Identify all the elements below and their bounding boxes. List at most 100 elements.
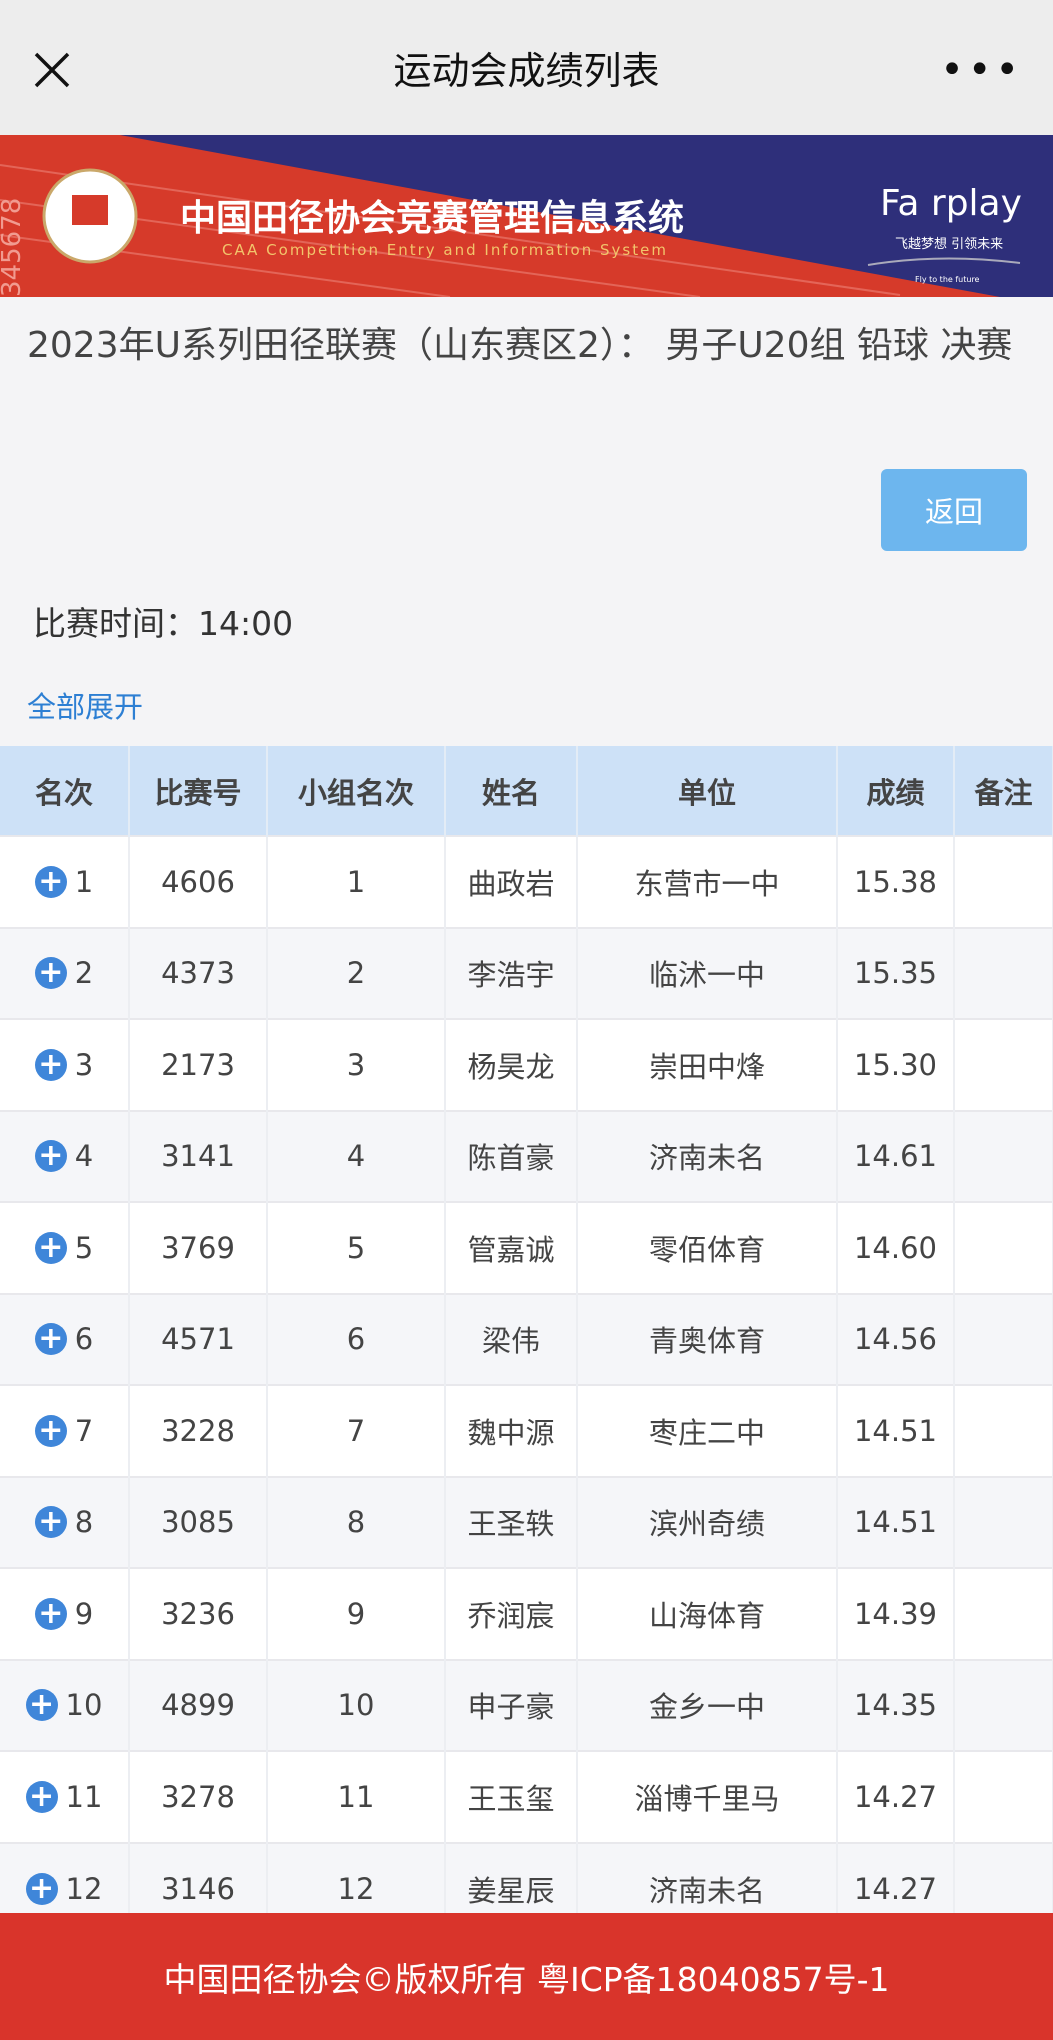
rank-cell: +7 <box>0 1384 130 1477</box>
name-cell: 杨昊龙 <box>445 1018 578 1111</box>
rank-cell: +10 <box>0 1658 130 1751</box>
group-rank-cell: 5 <box>267 1201 446 1294</box>
note-cell <box>954 1475 1053 1568</box>
table-header: 名次 比赛号 小组名次 姓名 单位 成绩 备注 <box>0 746 1053 836</box>
banner: 345678 中国田径协会竞赛管理信息系统 CAA Competition En… <box>0 135 1053 297</box>
table-row: +2 4373 2 李浩宇 临沭一中 15.35 <box>0 926 1053 1019</box>
result-cell: 14.35 <box>837 1658 955 1751</box>
unit-cell: 济南未名 <box>577 1109 838 1202</box>
main-content: 2023年U系列田径联赛（山东赛区2）： 男子U20组 铅球 决赛 返回 比赛时… <box>0 297 1053 1934</box>
result-cell: 14.56 <box>837 1292 955 1385</box>
time-value: 14:00 <box>198 604 294 643</box>
table-row: +3 2173 3 杨昊龙 崇田中烽 15.30 <box>0 1018 1053 1111</box>
rank-cell: +4 <box>0 1109 130 1202</box>
expand-plus-icon[interactable]: + <box>34 1597 67 1630</box>
unit-cell: 金乡一中 <box>577 1658 838 1751</box>
name-cell: 王圣轶 <box>445 1475 578 1568</box>
slogan-en: Fly to the future <box>915 275 980 284</box>
expand-plus-icon[interactable]: + <box>34 1414 67 1447</box>
bib-cell: 2173 <box>129 1018 268 1111</box>
header-bib: 比赛号 <box>129 746 268 836</box>
time-label: 比赛时间： <box>33 604 198 643</box>
rank: 4 <box>74 1139 94 1174</box>
bib-cell: 3085 <box>129 1475 268 1568</box>
result-cell: 15.38 <box>837 835 955 928</box>
expand-plus-icon[interactable]: + <box>34 865 67 898</box>
group-rank-cell: 2 <box>267 926 446 1019</box>
note-cell <box>954 1658 1053 1751</box>
results-table: 名次 比赛号 小组名次 姓名 单位 成绩 备注 +1 4606 1 曲政岩 东营… <box>0 746 1053 1934</box>
name-cell: 梁伟 <box>445 1292 578 1385</box>
expand-plus-icon[interactable]: + <box>25 1780 58 1813</box>
result-cell: 15.30 <box>837 1018 955 1111</box>
back-button[interactable]: 返回 <box>881 469 1027 551</box>
bib-cell: 3228 <box>129 1384 268 1477</box>
rank-cell: +2 <box>0 926 130 1019</box>
unit-cell: 山海体育 <box>577 1567 838 1660</box>
match-time: 比赛时间：14:00 <box>33 597 293 645</box>
expand-plus-icon[interactable]: + <box>25 1689 58 1722</box>
close-icon[interactable] <box>30 48 74 92</box>
expand-plus-icon[interactable]: + <box>34 1506 67 1539</box>
result-cell: 14.51 <box>837 1475 955 1568</box>
table-row: +5 3769 5 管嘉诚 零佰体育 14.60 <box>0 1201 1053 1294</box>
fairplay-logo: Fa rplay <box>880 183 1022 224</box>
result-cell: 14.39 <box>837 1567 955 1660</box>
table-row: +9 3236 9 乔润宸 山海体育 14.39 <box>0 1567 1053 1660</box>
window-title: 运动会成绩列表 <box>393 49 660 93</box>
bib-cell: 4606 <box>129 835 268 928</box>
header-group-rank: 小组名次 <box>267 746 446 836</box>
lane-numbers: 345678 <box>0 198 27 297</box>
bib-cell: 4571 <box>129 1292 268 1385</box>
result-cell: 14.61 <box>837 1109 955 1202</box>
rank: 3 <box>74 1047 94 1082</box>
group-rank-cell: 3 <box>267 1018 446 1111</box>
unit-cell: 滨州奇绩 <box>577 1475 838 1568</box>
unit-cell: 东营市一中 <box>577 835 838 928</box>
rank-cell: +9 <box>0 1567 130 1660</box>
expand-plus-icon[interactable]: + <box>34 957 67 990</box>
header-result: 成绩 <box>837 746 955 836</box>
more-icon[interactable]: ••• <box>940 47 1023 93</box>
expand-plus-icon[interactable]: + <box>34 1048 67 1081</box>
table-row: +11 3278 11 王玉玺 淄博千里马 14.27 <box>0 1750 1053 1843</box>
rank-cell: +11 <box>0 1750 130 1843</box>
unit-cell: 青奥体育 <box>577 1292 838 1385</box>
bib-cell: 3236 <box>129 1567 268 1660</box>
slogan: 飞越梦想 引领未来 <box>895 236 1003 252</box>
name-cell: 陈首豪 <box>445 1109 578 1202</box>
rank: 1 <box>74 864 94 899</box>
unit-cell: 临沭一中 <box>577 926 838 1019</box>
expand-plus-icon[interactable]: + <box>34 1323 67 1356</box>
note-cell <box>954 1292 1053 1385</box>
header-name: 姓名 <box>445 746 578 836</box>
name-cell: 曲政岩 <box>445 835 578 928</box>
expand-plus-icon[interactable]: + <box>34 1231 67 1264</box>
name-cell: 王玉玺 <box>445 1750 578 1843</box>
table-row: +1 4606 1 曲政岩 东营市一中 15.38 <box>0 835 1053 928</box>
name-cell: 申子豪 <box>445 1658 578 1751</box>
rank: 10 <box>65 1688 103 1723</box>
note-cell <box>954 1750 1053 1843</box>
expand-plus-icon[interactable]: + <box>34 1140 67 1173</box>
rank-cell: +6 <box>0 1292 130 1385</box>
rank: 7 <box>74 1413 94 1448</box>
footer: 中国田径协会©版权所有 粤ICP备18040857号-1 <box>0 1913 1053 2040</box>
expand-plus-icon[interactable]: + <box>25 1872 58 1905</box>
group-rank-cell: 7 <box>267 1384 446 1477</box>
header-rank: 名次 <box>0 746 130 836</box>
rank: 8 <box>74 1505 94 1540</box>
note-cell <box>954 1201 1053 1294</box>
group-rank-cell: 11 <box>267 1750 446 1843</box>
note-cell <box>954 1384 1053 1477</box>
unit-cell: 枣庄二中 <box>577 1384 838 1477</box>
group-rank-cell: 4 <box>267 1109 446 1202</box>
banner-subtitle: CAA Competition Entry and Information Sy… <box>222 241 668 259</box>
group-rank-cell: 1 <box>267 835 446 928</box>
result-cell: 14.51 <box>837 1384 955 1477</box>
note-cell <box>954 1018 1053 1111</box>
rank: 12 <box>65 1871 103 1906</box>
expand-all-link[interactable]: 全部展开 <box>27 690 144 724</box>
rank: 11 <box>65 1779 103 1814</box>
rank: 6 <box>74 1322 94 1357</box>
